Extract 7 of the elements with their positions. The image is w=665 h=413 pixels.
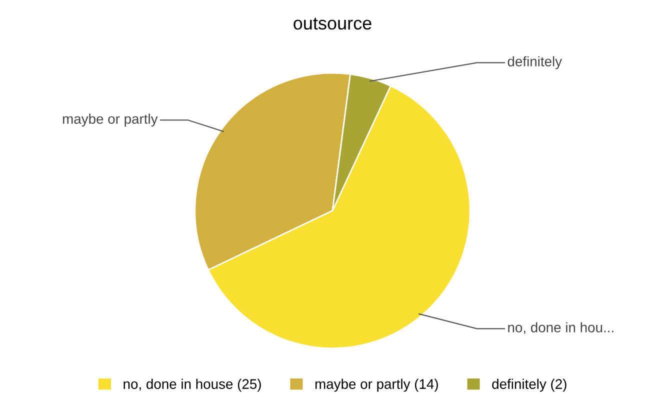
legend-label: maybe or partly (14) bbox=[315, 378, 438, 392]
chart-title: outsource bbox=[294, 18, 372, 30]
legend-label: no, done in house (25) bbox=[124, 378, 261, 392]
text: definitely bbox=[508, 56, 562, 70]
legend-label: definitely (2) bbox=[492, 378, 566, 392]
text: no, done in hou... bbox=[508, 322, 614, 334]
text: maybe or partly bbox=[62, 114, 158, 127]
